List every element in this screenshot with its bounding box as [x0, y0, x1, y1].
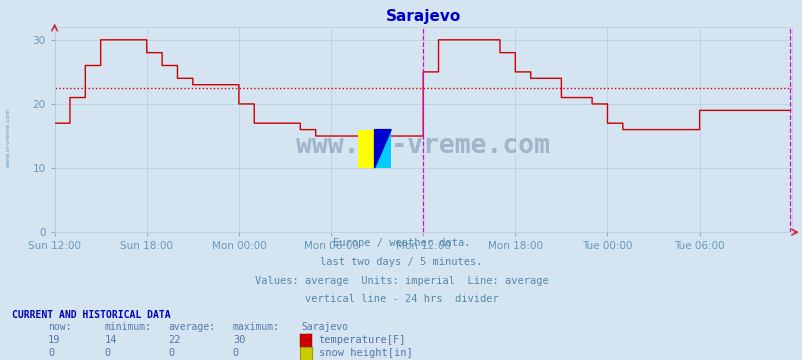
Text: 14: 14 [104, 335, 117, 345]
Text: www.si-vreme.com: www.si-vreme.com [296, 133, 549, 159]
Text: Values: average  Units: imperial  Line: average: Values: average Units: imperial Line: av… [254, 276, 548, 286]
Text: now:: now: [48, 323, 71, 333]
Text: temperature[F]: temperature[F] [318, 335, 406, 345]
Text: average:: average: [168, 323, 216, 333]
Text: 0: 0 [233, 348, 239, 359]
Title: Sarajevo: Sarajevo [385, 9, 460, 24]
Text: www.si-vreme.com: www.si-vreme.com [6, 107, 10, 167]
Text: 0: 0 [48, 348, 55, 359]
Bar [358, 130, 374, 168]
Text: 19: 19 [48, 335, 61, 345]
Text: 30: 30 [233, 335, 245, 345]
Text: snow height[in]: snow height[in] [318, 348, 412, 359]
Text: 0: 0 [104, 348, 111, 359]
Text: 22: 22 [168, 335, 181, 345]
Text: last two days / 5 minutes.: last two days / 5 minutes. [320, 257, 482, 267]
Text: vertical line - 24 hrs  divider: vertical line - 24 hrs divider [304, 294, 498, 305]
Text: Europe / weather data.: Europe / weather data. [332, 238, 470, 248]
Text: maximum:: maximum: [233, 323, 280, 333]
Text: Sarajevo: Sarajevo [301, 323, 348, 333]
Text: 0: 0 [168, 348, 175, 359]
Polygon shape [374, 130, 391, 168]
Bar [374, 130, 391, 168]
Text: CURRENT AND HISTORICAL DATA: CURRENT AND HISTORICAL DATA [12, 310, 171, 320]
Text: minimum:: minimum: [104, 323, 152, 333]
